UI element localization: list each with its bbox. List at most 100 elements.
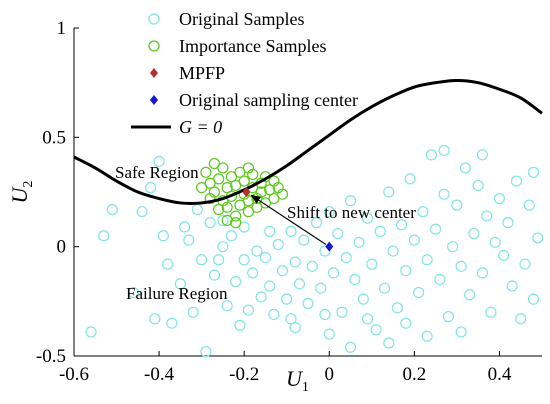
original-sample-point: [361, 313, 374, 325]
original-sample-point: [310, 217, 323, 229]
original-sample-point: [387, 245, 399, 257]
importance-sample-point: [242, 162, 255, 174]
original-sample-point: [289, 321, 301, 334]
original-sample-point: [217, 214, 229, 227]
legend-original-samples-marker: [148, 13, 160, 25]
original-sample-point: [234, 319, 246, 331]
importance-sample-point: [225, 171, 238, 183]
legend: Original Samples Importance Samples MPFP…: [131, 9, 358, 137]
original-sample-point: [421, 254, 433, 266]
original-sample-point: [430, 223, 442, 235]
original-sample-point: [527, 293, 540, 305]
original-sample-point: [183, 234, 195, 246]
importance-sample-point: [208, 157, 220, 170]
original-sample-point: [302, 297, 314, 310]
x-tick-label: 0.2: [402, 364, 426, 385]
importance-sample-point: [230, 217, 242, 229]
importance-sample-point: [204, 177, 216, 189]
original-sample-point: [383, 337, 395, 349]
original-sample-point: [434, 273, 446, 286]
importance-sample-point: [276, 188, 289, 200]
original-sample-point: [485, 306, 497, 318]
original-sample-point: [106, 203, 118, 216]
original-sample-point: [459, 162, 472, 174]
original-sample-point: [353, 236, 365, 248]
shift-arrow: [250, 194, 327, 245]
importance-sample-point: [221, 182, 233, 194]
importance-sample-point: [217, 162, 229, 174]
original-samples-series: [85, 144, 544, 358]
original-sample-point: [323, 328, 335, 340]
original-sample-point: [455, 326, 467, 338]
original-sample-point: [238, 221, 250, 233]
legend-original-center-marker: [150, 95, 158, 105]
original-sample-point: [264, 280, 276, 292]
original-sample-point: [187, 306, 199, 318]
x-tick-label: 0: [325, 364, 335, 385]
legend-mpfp-marker: [150, 68, 158, 78]
importance-sample-point: [213, 173, 225, 185]
original-sample-point: [519, 258, 531, 270]
original-sample-point: [162, 258, 174, 270]
original-sample-point: [179, 221, 191, 233]
original-sample-point: [527, 166, 540, 178]
original-sample-point: [532, 232, 544, 244]
shift-to-new-center-label: Shift to new center: [287, 203, 416, 222]
original-sample-point: [413, 286, 425, 299]
original-sample-point: [144, 182, 157, 194]
x-tick-label: 0.4: [488, 364, 512, 385]
original-sample-point: [264, 225, 276, 237]
original-sample-point: [472, 179, 484, 192]
safe-region-label: Safe Region: [115, 163, 199, 182]
original-sample-point: [515, 313, 527, 325]
legend-g-zero-label: G = 0: [179, 117, 222, 137]
original-sample-point: [378, 282, 391, 294]
original-sample-point: [136, 206, 148, 218]
legend-original-samples-label: Original Samples: [179, 9, 304, 29]
original-sample-point: [327, 267, 340, 279]
original-sample-point: [506, 280, 518, 292]
original-sample-point: [200, 346, 212, 358]
x-tick-label: -0.6: [59, 364, 89, 385]
mpfp-point: [242, 187, 251, 197]
original-sample-point: [468, 227, 480, 240]
original-sample-point: [493, 192, 506, 205]
original-sample-point: [242, 304, 255, 316]
original-sample-point: [276, 265, 289, 277]
original-sample-point: [272, 238, 284, 251]
original-sample-point: [400, 317, 412, 329]
importance-sample-point: [230, 179, 242, 192]
original-sample-point: [357, 293, 369, 305]
importance-sample-point: [221, 201, 233, 213]
importance-sample-point: [200, 166, 212, 178]
original-sample-point: [259, 252, 272, 264]
original-sample-point: [421, 330, 433, 342]
original-sample-point: [476, 267, 489, 279]
failure-region-label: Failure Region: [126, 284, 228, 303]
original-sample-point: [251, 245, 263, 257]
original-sample-point: [315, 282, 327, 294]
x-axis-title: U1: [286, 366, 309, 395]
legend-mpfp-label: MPFP: [179, 63, 225, 83]
original-sample-point: [489, 236, 501, 248]
original-sample-point: [340, 252, 352, 264]
y-axis-title: U2: [7, 181, 36, 204]
importance-sample-point: [213, 203, 225, 216]
original-sample-point: [404, 173, 416, 185]
original-sample-point: [349, 273, 361, 286]
original-sample-point: [174, 278, 186, 290]
importance-sample-point: [238, 175, 250, 187]
original-sample-point: [344, 341, 357, 353]
original-sample-point: [225, 230, 238, 242]
original-sample-point: [455, 260, 467, 272]
original-sample-point: [447, 241, 459, 253]
original-sample-point: [336, 306, 348, 318]
importance-sample-point: [204, 192, 216, 205]
original-sample-point: [149, 313, 161, 325]
x-axis-title-subscript: 1: [302, 380, 309, 395]
original-sample-point: [391, 302, 403, 314]
importance-sample-point: [264, 184, 276, 196]
original-sample-point: [523, 199, 535, 211]
original-sample-point: [383, 186, 395, 198]
original-sample-point: [451, 199, 463, 211]
